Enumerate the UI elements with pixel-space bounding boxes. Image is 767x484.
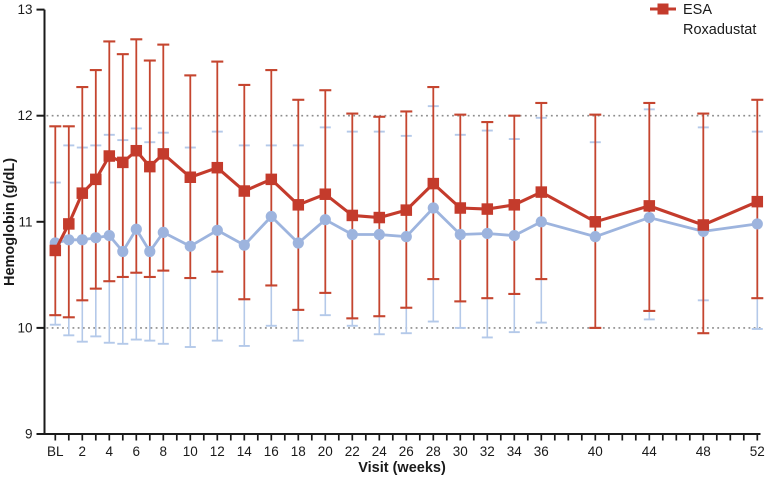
roxadustat-data-point-week-34	[508, 199, 521, 211]
x-tick-label-16: 16	[264, 444, 279, 459]
x-tick-label-6: 6	[133, 444, 141, 459]
y-tick-label-13: 13	[17, 2, 32, 17]
x-tick-label-22: 22	[345, 444, 360, 459]
roxadustat-data-point-week-0	[49, 244, 62, 257]
roxadustat-data-point-week-52	[751, 195, 764, 208]
x-tick-label-8: 8	[160, 444, 168, 459]
x-tick-label-40: 40	[588, 444, 603, 459]
x-tick-label-34: 34	[507, 444, 523, 459]
roxadustat-data-point-week-2	[76, 187, 89, 199]
x-tick-label-2: 2	[79, 444, 87, 459]
roxadustat-error-bars	[49, 38, 764, 335]
x-tick-label-32: 32	[480, 444, 495, 459]
roxadustat-data-point-week-32	[481, 203, 494, 215]
reference-lines	[46, 114, 761, 329]
x-tick-label-20: 20	[318, 444, 333, 459]
esa-data-point-week-7	[144, 245, 156, 258]
roxadustat-data-point-week-40	[589, 216, 602, 228]
roxadustat-data-point-week-44	[643, 200, 656, 212]
roxadustat-data-point-week-24	[373, 211, 386, 224]
x-tick-label-48: 48	[696, 444, 711, 459]
x-tick-label-24: 24	[372, 444, 388, 459]
y-tick-label-9: 9	[25, 427, 33, 442]
roxadustat-data-point-week-7	[144, 160, 156, 173]
esa-data-point-week-52	[751, 218, 763, 230]
esa-data-point-week-30	[454, 228, 466, 241]
esa-data-point-week-32	[481, 227, 493, 240]
x-tick-label-44: 44	[642, 444, 658, 459]
y-axis-title: Hemoglobin (g/dL)	[2, 158, 18, 286]
roxadustat-data-point-week-36	[535, 186, 548, 198]
x-tick-label-36: 36	[534, 444, 549, 459]
roxadustat-data-point-week-14	[238, 185, 251, 197]
x-tick-label-18: 18	[291, 444, 306, 459]
roxadustat-data-point-week-1	[63, 218, 75, 230]
x-tick-label-14: 14	[237, 444, 253, 459]
esa-data-point-week-2	[76, 234, 88, 246]
roxadustat-markers	[49, 144, 764, 257]
y-tick-label-12: 12	[17, 108, 32, 123]
roxadustat-data-point-week-12	[211, 161, 224, 174]
esa-data-point-week-40	[589, 231, 601, 243]
esa-data-point-week-6	[130, 223, 142, 235]
esa-data-point-week-12	[211, 224, 223, 236]
roxadustat-data-point-week-3	[90, 173, 102, 186]
roxadustat-data-point-week-20	[319, 188, 332, 200]
x-tick-label-26: 26	[399, 444, 414, 459]
roxadustat-data-point-week-10	[184, 171, 197, 183]
esa-data-point-week-20	[319, 214, 331, 226]
roxadustat-data-point-week-4	[103, 150, 116, 162]
x-tick-label-28: 28	[426, 444, 441, 459]
roxadustat-data-point-week-48	[697, 219, 710, 231]
x-tick-label-10: 10	[183, 444, 198, 459]
esa-data-point-week-24	[373, 228, 385, 241]
roxadustat-data-point-week-18	[292, 199, 305, 211]
esa-data-point-week-18	[292, 237, 304, 249]
roxadustat-data-point-week-6	[130, 144, 143, 157]
roxadustat-square-marker-icon	[650, 3, 676, 38]
roxadustat-data-point-week-16	[265, 173, 278, 186]
chart-legend: ESA Roxadustat	[650, 2, 756, 39]
esa-data-point-week-16	[265, 210, 277, 223]
x-axis-title: Visit (weeks)	[358, 460, 446, 476]
legend-label-roxadustat: Roxadustat	[683, 22, 757, 38]
roxadustat-data-point-week-8	[157, 148, 170, 160]
x-tick-label-12: 12	[210, 444, 225, 459]
esa-data-point-week-4	[103, 229, 115, 242]
legend-item-roxadustat: Roxadustat	[650, 3, 757, 39]
roxadustat-data-point-week-26	[400, 204, 413, 216]
esa-data-point-week-1	[63, 234, 75, 246]
esa-data-point-week-26	[400, 231, 412, 243]
roxadustat-data-point-week-28	[427, 177, 440, 190]
roxadustat-data-point-week-30	[454, 202, 467, 214]
roxadustat-data-point-week-22	[346, 209, 359, 222]
y-tick-label-10: 10	[17, 320, 32, 335]
esa-markers	[49, 202, 763, 258]
esa-data-point-week-22	[346, 228, 358, 241]
esa-data-point-week-5	[117, 245, 129, 258]
roxadustat-data-point-week-5	[117, 156, 129, 169]
esa-data-point-week-8	[157, 226, 169, 239]
legend-label-esa: ESA	[683, 2, 713, 18]
x-tick-label-4: 4	[106, 444, 114, 459]
esa-data-point-week-14	[238, 239, 250, 251]
esa-data-point-week-28	[427, 202, 439, 214]
x-tick-label-30: 30	[453, 444, 468, 459]
y-tick-label-11: 11	[18, 214, 32, 229]
x-tick-label-52: 52	[750, 444, 765, 459]
x-tick-label-BL: BL	[47, 444, 64, 459]
esa-data-point-week-10	[184, 240, 196, 252]
esa-data-point-week-3	[90, 232, 102, 244]
esa-data-point-week-36	[535, 216, 547, 228]
esa-data-point-week-34	[508, 229, 520, 242]
esa-data-point-week-44	[643, 211, 655, 224]
